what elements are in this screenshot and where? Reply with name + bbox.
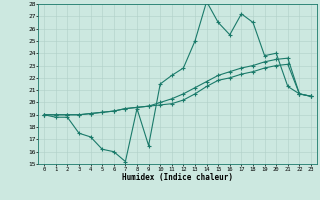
X-axis label: Humidex (Indice chaleur): Humidex (Indice chaleur) (122, 173, 233, 182)
